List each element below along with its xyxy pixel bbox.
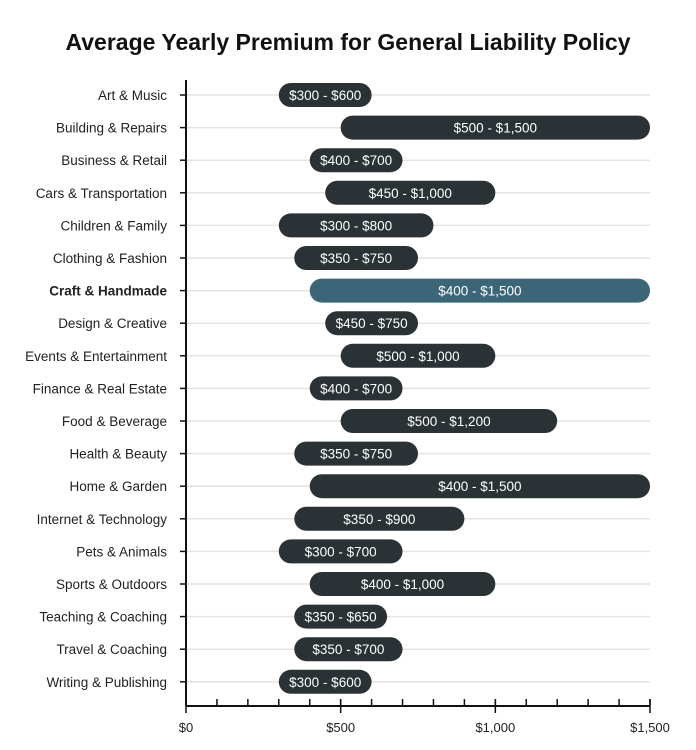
bar-children-family (278, 213, 434, 238)
bar-travel-coaching (294, 637, 403, 662)
bar-clothing-fashion (294, 246, 418, 270)
bar-label-business-retail: $400 - $700 (320, 153, 392, 168)
chart-title: Average Yearly Premium for General Liabi… (65, 29, 630, 55)
bar-label-health-beauty: $350 - $750 (320, 447, 392, 462)
bar-label-clothing-fashion: $350 - $750 (320, 251, 392, 266)
bar-label-home-garden: $400 - $1,500 (438, 479, 521, 494)
bar-label-teaching-coaching: $350 - $650 (305, 610, 377, 625)
bar-label-writing-publishing: $300 - $600 (289, 675, 361, 690)
category-label-design-creative: Design & Creative (58, 316, 167, 331)
category-label-craft-handmade: Craft & Handmade (49, 284, 167, 299)
bar-building-repairs (340, 115, 650, 140)
bar-craft-handmade (309, 278, 650, 303)
x-tick-label: $1,500 (630, 720, 670, 735)
bar-label-finance-real-estate: $400 - $700 (320, 381, 392, 396)
category-label-writing-publishing: Writing & Publishing (46, 675, 167, 690)
bar-label-art-music: $300 - $600 (289, 88, 361, 103)
bar-pets-animals (278, 539, 403, 564)
category-label-travel-coaching: Travel & Coaching (56, 642, 167, 657)
category-label-events-entertainment: Events & Entertainment (25, 349, 167, 364)
bar-label-building-repairs: $500 - $1,500 (454, 121, 537, 136)
category-label-home-garden: Home & Garden (69, 479, 167, 494)
bar-teaching-coaching (294, 604, 388, 629)
category-label-finance-real-estate: Finance & Real Estate (33, 381, 167, 396)
category-label-art-music: Art & Music (98, 88, 167, 103)
category-label-clothing-fashion: Clothing & Fashion (53, 251, 167, 266)
bar-internet-technology (294, 506, 465, 531)
bar-food-beverage (340, 409, 558, 433)
bar-art-music (278, 83, 372, 107)
bar-writing-publishing (278, 669, 372, 694)
category-label-building-repairs: Building & Repairs (56, 121, 167, 136)
bar-label-children-family: $300 - $800 (320, 218, 392, 233)
category-label-cars-transportation: Cars & Transportation (36, 186, 167, 201)
bar-label-travel-coaching: $350 - $700 (312, 642, 384, 657)
bar-finance-real-estate (309, 376, 403, 401)
category-label-teaching-coaching: Teaching & Coaching (39, 610, 167, 625)
bar-events-entertainment (340, 343, 496, 368)
bar-business-retail (309, 148, 403, 173)
bar-label-sports-outdoors: $400 - $1,000 (361, 577, 444, 592)
category-label-health-beauty: Health & Beauty (69, 447, 167, 462)
bar-label-craft-handmade: $400 - $1,500 (438, 284, 521, 299)
x-tick-label: $0 (179, 720, 193, 735)
bar-cars-transportation (325, 180, 496, 205)
bar-design-creative (325, 311, 418, 336)
category-label-sports-outdoors: Sports & Outdoors (56, 577, 167, 592)
bar-label-cars-transportation: $450 - $1,000 (369, 186, 452, 201)
bar-sports-outdoors (309, 572, 496, 596)
x-tick-label: $500 (326, 720, 355, 735)
category-label-food-beverage: Food & Beverage (62, 414, 167, 429)
category-label-internet-technology: Internet & Technology (37, 512, 168, 527)
bar-home-garden (309, 474, 650, 499)
bars: $300 - $600 $500 - $1,500 $400 - $700 $450 … (278, 83, 650, 694)
bar-label-internet-technology: $350 - $900 (343, 512, 415, 527)
x-axis: $0 $500 $1,000 $1,500 (179, 80, 670, 735)
bar-label-pets-animals: $300 - $700 (305, 544, 377, 559)
x-tick-label: $1,000 (475, 720, 515, 735)
category-label-pets-animals: Pets & Animals (76, 544, 167, 559)
bar-label-food-beverage: $500 - $1,200 (407, 414, 490, 429)
bar-health-beauty (294, 441, 418, 466)
bar-label-events-entertainment: $500 - $1,000 (376, 349, 459, 364)
category-label-business-retail: Business & Retail (61, 153, 167, 168)
category-label-children-family: Children & Family (60, 218, 167, 233)
bar-label-design-creative: $450 - $750 (336, 316, 408, 331)
category-labels: Art & Music Building & Repairs Business & … (25, 88, 167, 690)
